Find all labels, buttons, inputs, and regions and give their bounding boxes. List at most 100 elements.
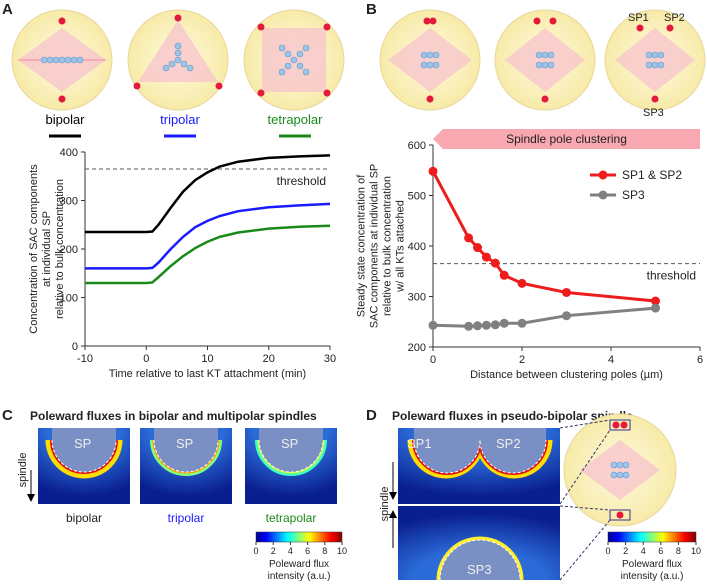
y-axis-label-line: relative to bulk concentration [382,176,394,316]
colorbar-tick-label: 8 [676,546,681,556]
cell-schematic [379,9,481,111]
pole-label: SP [281,436,298,451]
cell-schematic [604,9,706,111]
cell-schematic [243,9,345,111]
panel-title: Poleward fluxes in pseudo-bipolar spindl… [392,409,633,423]
colorbar-tick-label: 6 [658,546,663,556]
y-axis-label: Concentration of SAC componentsat indivi… [28,164,66,334]
panel-letter: A [2,1,13,18]
colorbar-tick-label: 2 [623,546,628,556]
x-tick-label: -10 [77,353,93,365]
colorbar-scale [255,531,343,543]
point [428,320,438,330]
legend-label: SP3 [622,188,645,202]
x-tick-label: 0 [143,353,149,365]
point [490,258,500,268]
colorbar-label: intensity (a.u.) [268,571,331,582]
colorbar-scale [607,531,697,543]
y-axis-label-line: at individual SP [41,211,53,287]
arrow [27,494,35,502]
arrow [389,510,397,518]
pole-label: SP3 [643,107,664,119]
heatmap [245,428,337,504]
x-tick-label: 20 [263,353,275,365]
point [517,278,527,288]
y-tick-label: 500 [408,191,426,203]
point [428,166,438,176]
pole-label: SP1 [628,12,649,24]
y-axis-label-line: Steady state concentration of [356,174,368,317]
x-tick-label: 2 [519,354,525,366]
y-axis-label: Steady state concentration ofSAC compone… [356,164,407,328]
y-axis-label-line: SAC components at individual SP [369,164,381,328]
annotation: Spindle pole clustering [506,132,627,146]
heatmap [398,428,560,581]
series-line [85,202,331,270]
arrow [389,492,397,500]
colorbar-tick-label: 8 [322,546,327,556]
point [481,252,491,262]
colorbar-label: Poleward flux [622,559,682,570]
pole-label: SP [74,436,91,451]
axis-label: spindle [379,487,391,522]
point [464,321,474,331]
point [490,320,500,330]
panel-letter: B [366,1,377,18]
legend-label: tetrapolar [268,112,324,127]
y-tick-label: 100 [60,293,78,305]
point [481,320,491,330]
colorbar-tick-label: 0 [605,546,610,556]
point [499,318,509,328]
legend-label: tripolar [160,112,200,127]
heatmap [140,428,232,504]
y-axis-label-line: relative to bulk concentration [54,179,66,319]
threshold-label: threshold [647,269,696,283]
colorbar-tick-label: 2 [271,546,276,556]
cell-schematic [559,413,677,581]
y-tick-label: 200 [408,342,426,354]
caption: bipolar [66,511,102,525]
point [651,303,660,313]
pole-label: SP3 [467,562,492,577]
colorbar-tick-label: 10 [691,546,701,556]
colorbar-label: Poleward flux [269,559,329,570]
axis-label: spindle [17,453,29,488]
point [562,311,571,321]
x-tick-label: 4 [608,354,614,366]
panel-title: Poleward fluxes in bipolar and multipola… [30,409,317,423]
legend-marker [598,170,608,180]
colorbar-tick-label: 10 [337,546,347,556]
x-tick-label: 30 [324,353,336,365]
colorbar-tick-label: 4 [288,546,293,556]
y-tick-label: 400 [60,147,78,159]
pole-label: SP [176,436,193,451]
legend-marker [598,190,608,200]
cell-schematic [494,9,596,111]
legend-label: SP1 & SP2 [622,168,682,182]
point [562,287,571,297]
x-axis-label: Distance between clustering poles (µm) [470,369,663,381]
colorbar-tick-label: 0 [253,546,258,556]
x-axis-label: Time relative to last KT attachment (min… [109,368,306,380]
x-tick-label: 0 [430,354,436,366]
threshold-label: threshold [277,174,326,188]
cell-schematic [11,9,113,111]
x-tick-label: 10 [201,353,213,365]
point [464,233,474,243]
annotation-arrow [433,129,700,149]
point [499,270,509,280]
colorbar-tick-label: 4 [641,546,646,556]
pole-label: SP1 [407,436,432,451]
y-tick-label: 200 [60,244,78,256]
colorbar-label: intensity (a.u.) [621,571,684,582]
pole-label: SP2 [664,12,685,24]
y-axis-label-line: Concentration of SAC components [28,164,40,334]
heatmap [38,428,130,504]
y-tick-label: 400 [408,241,426,253]
panel-letter: C [2,407,13,424]
point [651,296,660,306]
series-line [85,224,331,285]
